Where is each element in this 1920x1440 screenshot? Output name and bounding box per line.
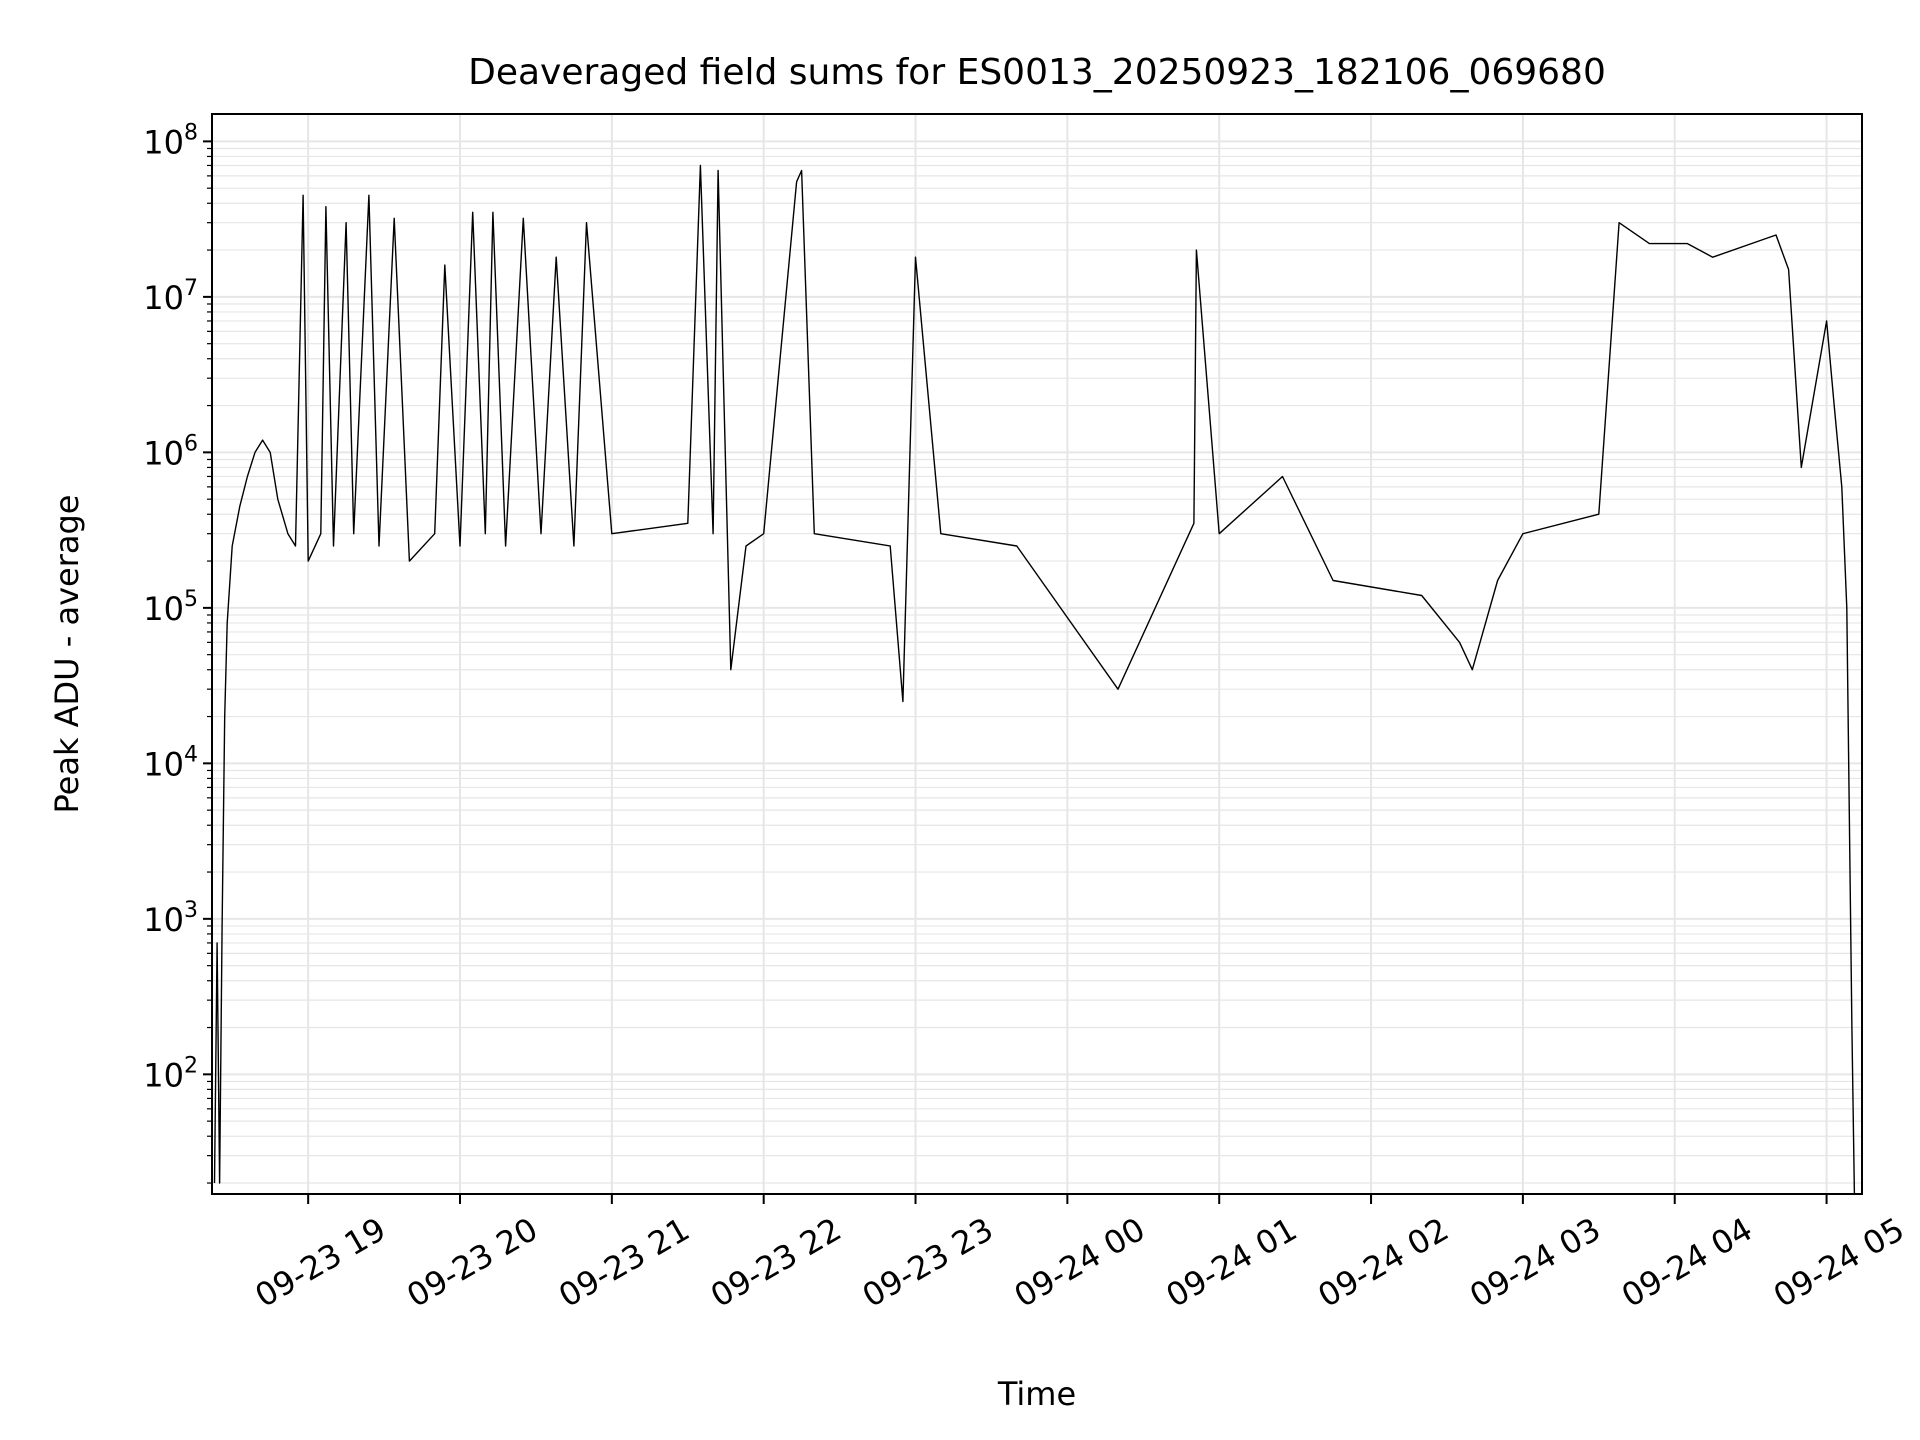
y-axis-label: Peak ADU - average [48, 495, 86, 814]
y-tick-label: 103 [143, 898, 198, 939]
series-line-layer [213, 164, 1856, 1195]
y-tick-label: 104 [143, 742, 198, 783]
x-axis-label: Time [997, 1375, 1076, 1413]
grid [212, 114, 1862, 1194]
chart-title: Deaveraged field sums for ES0013_2025092… [468, 52, 1606, 93]
ticks [203, 140, 1828, 1204]
plot-frame [211, 113, 1863, 1195]
y-tick-label: 107 [143, 276, 198, 317]
y-tick-labels: 102 103 104 105 106 107 108 [143, 120, 198, 1094]
y-tick-label: 105 [143, 587, 198, 628]
series-line [213, 164, 1856, 1195]
y-tick-label: 102 [143, 1053, 198, 1094]
y-tick-label: 108 [143, 120, 198, 161]
y-tick-label: 106 [143, 431, 198, 472]
